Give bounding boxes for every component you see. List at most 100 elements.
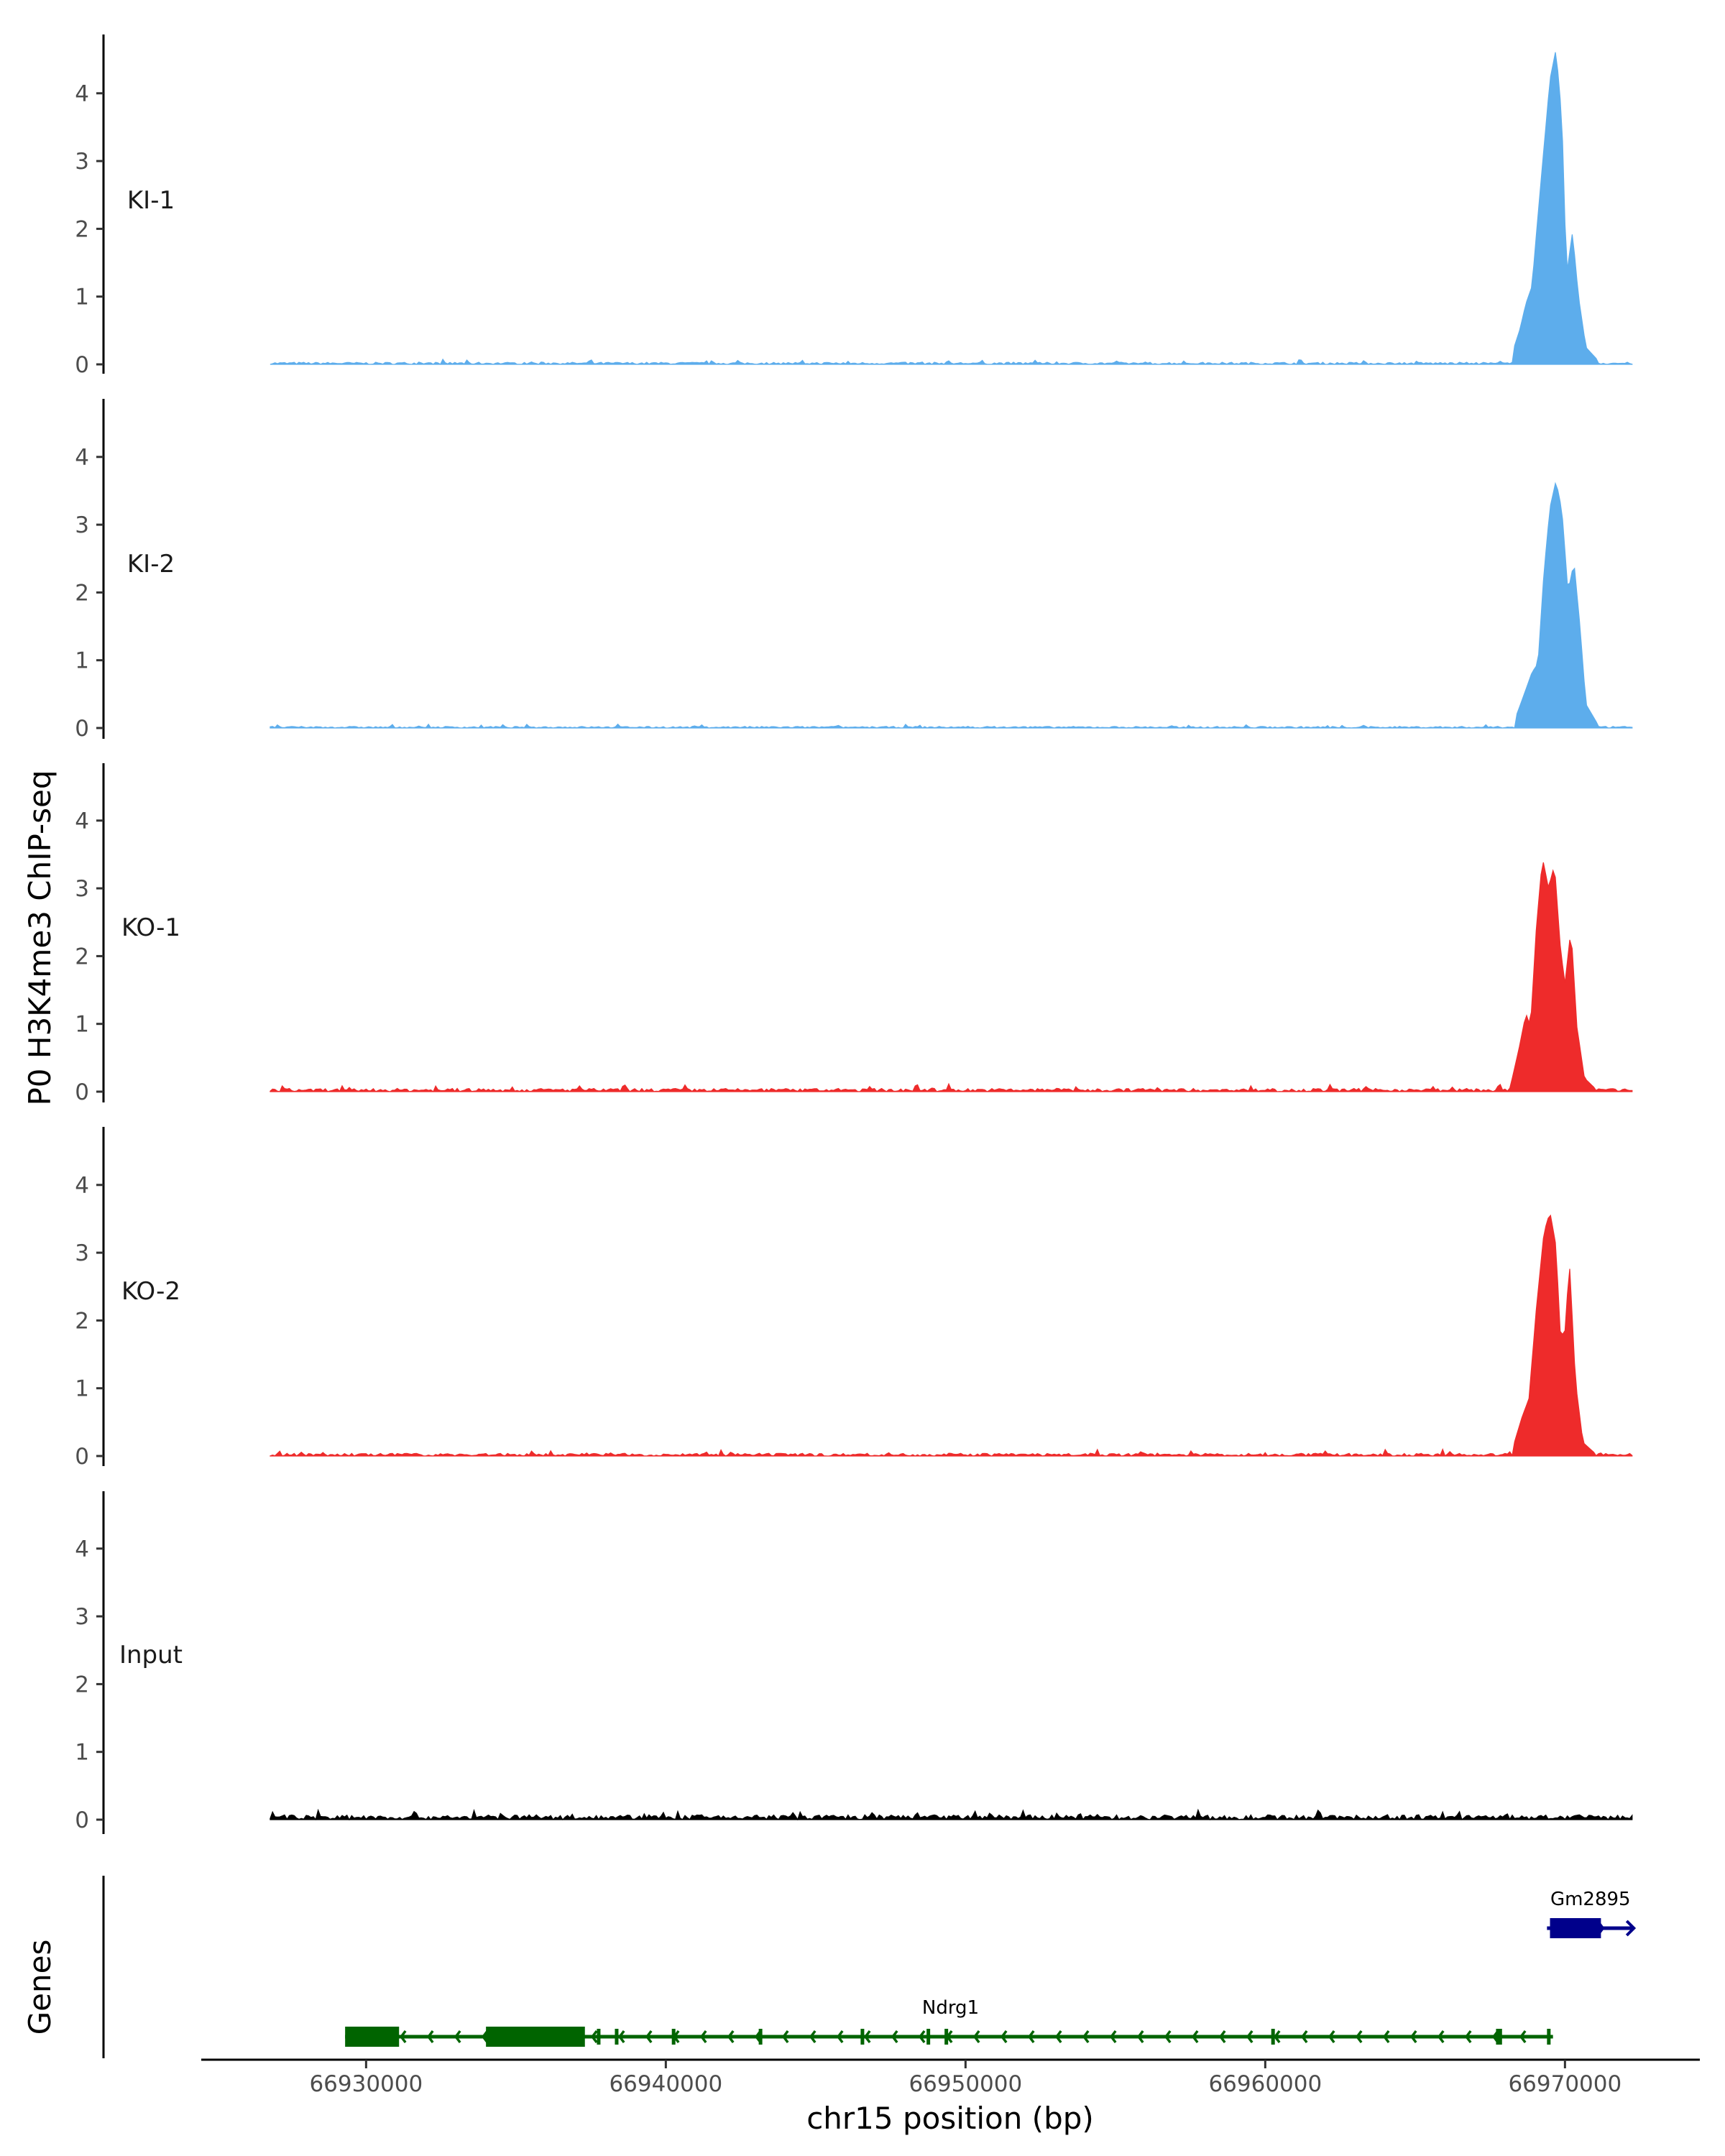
genes-panel: Gm2895 Ndrg1	[102, 1876, 1637, 2058]
strand-chevron	[1382, 2030, 1390, 2044]
signal-area	[270, 482, 1633, 729]
strand-chevron	[1300, 2030, 1308, 2044]
gene-exon	[860, 2029, 865, 2045]
gene-name-label: Ndrg1	[922, 1997, 979, 2019]
gene-exon	[926, 2029, 931, 2045]
gene-exon	[615, 2029, 619, 2045]
strand-chevron	[918, 2030, 926, 2044]
strand-chevron	[891, 2030, 898, 2044]
strand-chevron	[1164, 2030, 1172, 2044]
strand-chevron	[1191, 2030, 1199, 2044]
y-tick-label: 4	[75, 81, 89, 107]
gene-exon	[1496, 2029, 1502, 2045]
y-tick-label: 1	[75, 1376, 89, 1402]
track-ko-2: 0 1 2 3 4 KO-2	[75, 1127, 1633, 1470]
y-axis-title: P0 H3K4me3 ChIP-seq	[22, 770, 58, 1105]
strand-chevron	[1519, 2030, 1527, 2044]
strand-chevron	[1000, 2030, 1008, 2044]
strand-chevron	[617, 2030, 625, 2044]
x-tick-label: 66930000	[309, 2071, 423, 2097]
y-tick-label: 4	[75, 1173, 89, 1199]
gene-exon	[345, 2027, 400, 2047]
gene-exon	[486, 2027, 585, 2047]
x-tick-label: 66950000	[908, 2071, 1022, 2097]
strand-chevron	[809, 2030, 816, 2044]
strand-chevron	[781, 2030, 789, 2044]
y-tick-label: 0	[75, 352, 89, 378]
gene-exon	[944, 2029, 949, 2045]
y-tick-label: 4	[75, 808, 89, 834]
track-ki-2: 0 1 2 3 4 KI-2	[75, 399, 1633, 742]
y-tick-label: 4	[75, 1537, 89, 1562]
signal-area	[270, 1808, 1633, 1821]
signal-area	[270, 1214, 1633, 1457]
y-tick-label: 0	[75, 1807, 89, 1833]
strand-chevron	[1464, 2030, 1472, 2044]
track-label: KI-1	[127, 186, 175, 215]
strand-chevron	[1136, 2030, 1144, 2044]
strand-chevron	[1054, 2030, 1062, 2044]
track-label: KO-1	[121, 913, 180, 942]
strand-chevron	[590, 2030, 598, 2044]
strand-chevron	[1409, 2030, 1417, 2044]
strand-chevron	[863, 2030, 871, 2044]
strand-chevron	[645, 2030, 653, 2044]
y-tick-label: 1	[75, 285, 89, 310]
strand-chevron	[1328, 2030, 1335, 2044]
strand-chevron	[1218, 2030, 1226, 2044]
y-tick-label: 3	[75, 876, 89, 902]
y-tick-label: 0	[75, 1079, 89, 1105]
signal-area	[270, 52, 1633, 365]
strand-chevron	[399, 2030, 407, 2044]
strand-chevron	[1246, 2030, 1254, 2044]
track-label: KI-2	[127, 550, 175, 579]
gene-exon	[671, 2029, 676, 2045]
y-tick-label: 1	[75, 1012, 89, 1038]
x-axis: 66930000 66940000 66950000 66960000 66970000	[201, 2058, 1700, 2097]
strand-chevron	[972, 2030, 980, 2044]
x-axis-title: chr15 position (bp)	[806, 2101, 1094, 2136]
y-tick-label: 3	[75, 1604, 89, 1630]
gene-gm2895: Gm2895	[1547, 1889, 1637, 1938]
strand-arrowhead	[1625, 1920, 1637, 1937]
y-tick-label: 3	[75, 1240, 89, 1266]
track-label: KO-2	[121, 1277, 180, 1306]
track-ki-1: 0 1 2 3 4 KI-1	[75, 34, 1633, 378]
strand-chevron	[727, 2030, 735, 2044]
x-tick-label: 66970000	[1508, 2071, 1622, 2097]
y-tick-label: 2	[75, 216, 89, 242]
y-tick-label: 2	[75, 944, 89, 969]
track-panels: 0 1 2 3 4 KI-1 0 1 2 3 4 KI-2 0 1 2 3 4 KO-1 0 1 2 3 4 KO-2 0 1 2 3…	[75, 34, 1633, 1834]
gene-exon	[1271, 2029, 1275, 2045]
genes-axis-title: Genes	[22, 1940, 58, 2035]
strand-chevron	[1355, 2030, 1363, 2044]
y-tick-label: 1	[75, 1740, 89, 1766]
x-tick-label: 66940000	[609, 2071, 722, 2097]
y-tick-label: 2	[75, 1308, 89, 1334]
y-tick-label: 4	[75, 445, 89, 471]
gene-exon	[1550, 1918, 1601, 1938]
strand-chevron	[1109, 2030, 1117, 2044]
strand-chevron	[836, 2030, 844, 2044]
x-tick-label: 66960000	[1208, 2071, 1322, 2097]
y-tick-label: 0	[75, 1444, 89, 1470]
y-tick-label: 2	[75, 1672, 89, 1697]
strand-chevron	[454, 2030, 461, 2044]
y-tick-label: 1	[75, 648, 89, 674]
strand-chevron	[1082, 2030, 1090, 2044]
gene-exon	[597, 2029, 601, 2045]
strand-chevron	[699, 2030, 707, 2044]
strand-chevron	[426, 2030, 434, 2044]
y-tick-label: 3	[75, 512, 89, 538]
track-input: 0 1 2 3 4 Input	[75, 1491, 1633, 1834]
y-tick-label: 3	[75, 149, 89, 175]
strand-chevron	[1273, 2030, 1281, 2044]
track-ko-1: 0 1 2 3 4 KO-1	[75, 763, 1633, 1105]
gene-name-label: Gm2895	[1550, 1889, 1631, 1910]
strand-chevron	[1437, 2030, 1445, 2044]
track-label: Input	[119, 1641, 183, 1669]
gene-exon	[1547, 2029, 1551, 2045]
signal-area	[270, 862, 1633, 1092]
y-tick-label: 0	[75, 716, 89, 742]
